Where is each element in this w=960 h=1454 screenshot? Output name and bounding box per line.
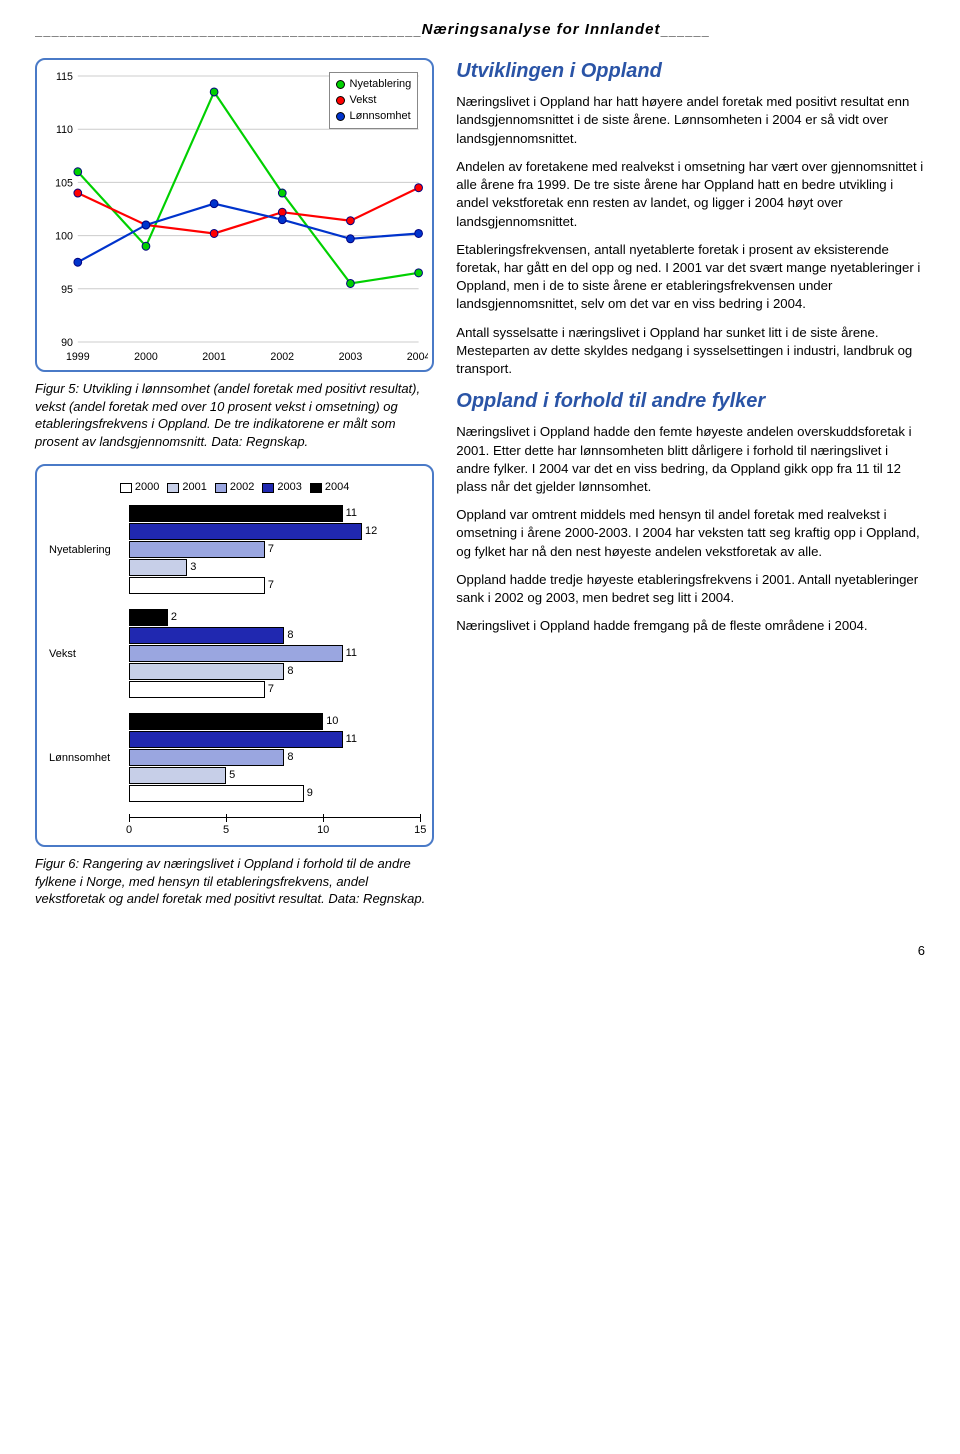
bar-chart: 2000 2001 2002 2003 2004 Nyetablering 11 12 7 xyxy=(41,472,428,841)
svg-text:2004: 2004 xyxy=(407,351,429,363)
bar-chart-legend: 2000 2001 2002 2003 2004 xyxy=(49,480,420,495)
svg-text:2002: 2002 xyxy=(270,351,294,363)
bar-group: Vekst 2 8 11 8 xyxy=(49,609,420,699)
figure6-caption: Figur 6: Rangering av næringslivet i Opp… xyxy=(35,855,434,908)
bar-row: 2 xyxy=(129,609,420,626)
legend-item: 2000 xyxy=(120,480,159,495)
paragraph: Næringslivet i Oppland har hatt høyere a… xyxy=(456,93,925,148)
paragraph: Oppland hadde tredje høyeste etablerings… xyxy=(456,571,925,607)
bar-row: 7 xyxy=(129,681,420,698)
bar-row: 10 xyxy=(129,713,420,730)
svg-text:90: 90 xyxy=(61,337,73,349)
bar-group-label: Nyetablering xyxy=(49,543,129,558)
svg-text:1999: 1999 xyxy=(66,351,90,363)
section-title-1: Utviklingen i Oppland xyxy=(456,58,925,85)
bar-chart-xaxis: 051015 xyxy=(129,817,420,837)
paragraph: Antall sysselsatte i næringslivet i Oppl… xyxy=(456,324,925,379)
bar-chart-frame: 2000 2001 2002 2003 2004 Nyetablering 11 12 7 xyxy=(35,464,434,847)
bar-row: 8 xyxy=(129,749,420,766)
paragraph: Oppland var omtrent middels med hensyn t… xyxy=(456,506,925,561)
bar-group-label: Lønnsomhet xyxy=(49,751,129,766)
legend-item: 2002 xyxy=(215,480,254,495)
legend-item: 2003 xyxy=(262,480,301,495)
bar-group: Nyetablering 11 12 7 3 xyxy=(49,505,420,595)
legend-item: Vekst xyxy=(336,93,412,108)
bar-row: 5 xyxy=(129,767,420,784)
bar-row: 12 xyxy=(129,523,420,540)
section-title-2: Oppland i forhold til andre fylker xyxy=(456,388,925,415)
bar-row: 9 xyxy=(129,785,420,802)
bar-row: 11 xyxy=(129,505,420,522)
legend-item: 2001 xyxy=(167,480,206,495)
svg-text:110: 110 xyxy=(56,124,73,136)
paragraph: Andelen av foretakene med realvekst i om… xyxy=(456,158,925,231)
bar-row: 8 xyxy=(129,627,420,644)
svg-text:115: 115 xyxy=(56,71,73,83)
figure5-caption: Figur 5: Utvikling i lønnsomhet (andel f… xyxy=(35,380,434,450)
bar-row: 7 xyxy=(129,577,420,594)
bar-row: 7 xyxy=(129,541,420,558)
line-chart-frame: 90 95 100 105 110 115 1999 2000 2001 2002 2003 2004… xyxy=(35,58,434,372)
legend-item: Lønnsomhet xyxy=(336,109,412,124)
legend-item: 2004 xyxy=(310,480,349,495)
svg-text:105: 105 xyxy=(55,178,73,190)
paragraph: Etableringsfrekvensen, antall nyetablert… xyxy=(456,241,925,314)
bar-row: 11 xyxy=(129,645,420,662)
svg-text:95: 95 xyxy=(61,284,73,296)
paragraph: Næringslivet i Oppland hadde fremgang på… xyxy=(456,617,925,635)
bar-row: 11 xyxy=(129,731,420,748)
legend-item: Nyetablering xyxy=(336,77,412,92)
line-chart: 90 95 100 105 110 115 1999 2000 2001 2002 2003 2004… xyxy=(41,66,428,366)
bar-group: Lønnsomhet 10 11 8 5 xyxy=(49,713,420,803)
bar-row: 8 xyxy=(129,663,420,680)
header-rule: ________________________________________… xyxy=(35,20,925,40)
bar-group-label: Vekst xyxy=(49,647,129,662)
page-number: 6 xyxy=(35,942,925,960)
bar-row: 3 xyxy=(129,559,420,576)
svg-text:2000: 2000 xyxy=(134,351,158,363)
svg-text:100: 100 xyxy=(55,231,73,243)
page-header-title: Næringsanalyse for Innlandet xyxy=(422,21,661,38)
svg-text:2003: 2003 xyxy=(339,351,363,363)
line-chart-legend: NyetableringVekstLønnsomhet xyxy=(329,72,419,129)
svg-text:2001: 2001 xyxy=(202,351,226,363)
paragraph: Næringslivet i Oppland hadde den femte h… xyxy=(456,423,925,496)
